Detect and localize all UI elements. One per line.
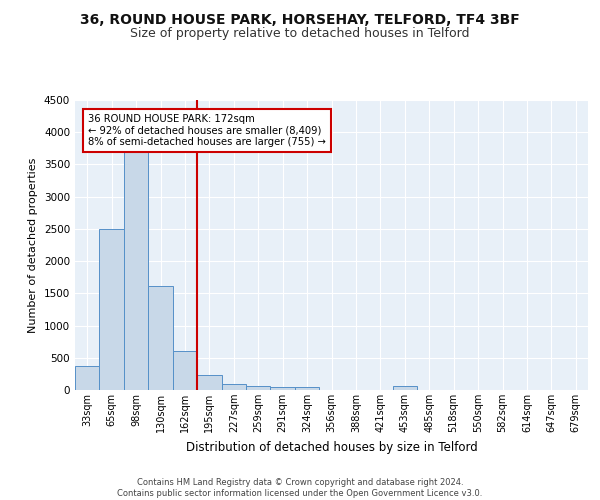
Bar [173,352,197,390]
Bar [148,286,173,390]
Text: 36, ROUND HOUSE PARK, HORSEHAY, TELFORD, TF4 3BF: 36, ROUND HOUSE PARK, HORSEHAY, TELFORD,… [80,12,520,26]
Bar [197,374,221,390]
Text: Contains HM Land Registry data © Crown copyright and database right 2024.
Contai: Contains HM Land Registry data © Crown c… [118,478,482,498]
X-axis label: Distribution of detached houses by size in Telford: Distribution of detached houses by size … [185,440,478,454]
Bar [221,384,246,390]
Bar [100,229,124,390]
Bar [246,386,271,390]
Y-axis label: Number of detached properties: Number of detached properties [28,158,38,332]
Bar [75,366,100,390]
Bar [295,387,319,390]
Bar [392,386,417,390]
Bar [124,148,148,390]
Bar [271,387,295,390]
Text: 36 ROUND HOUSE PARK: 172sqm
← 92% of detached houses are smaller (8,409)
8% of s: 36 ROUND HOUSE PARK: 172sqm ← 92% of det… [88,114,326,148]
Text: Size of property relative to detached houses in Telford: Size of property relative to detached ho… [130,28,470,40]
